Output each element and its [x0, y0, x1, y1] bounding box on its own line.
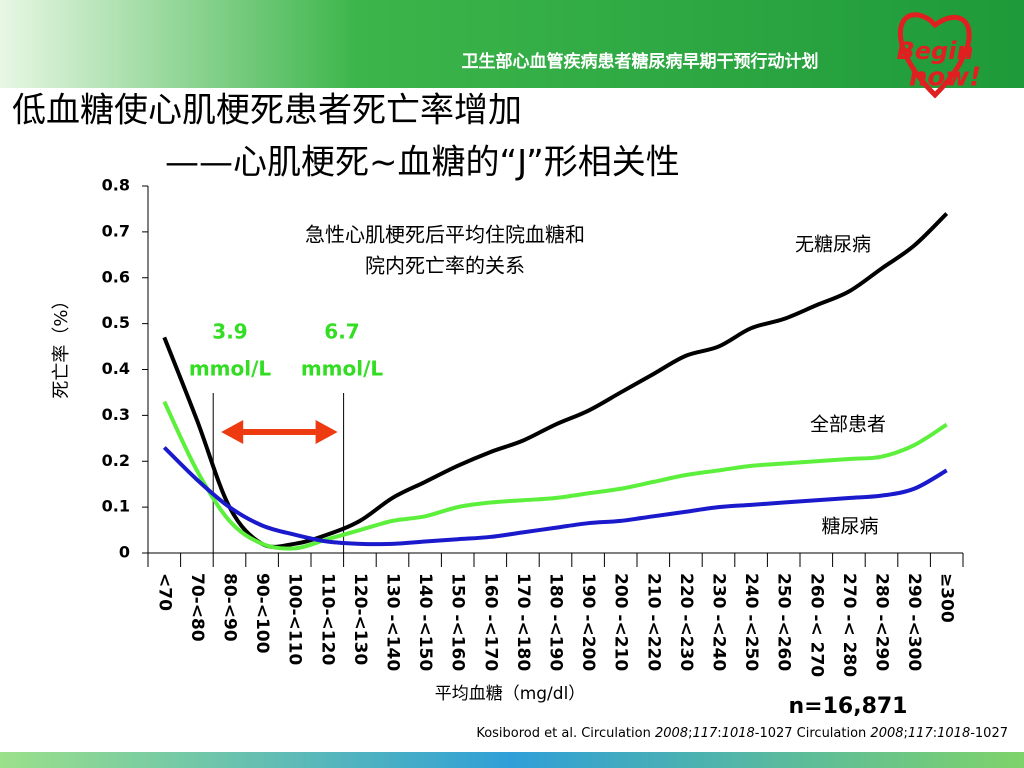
x-tick-label: 260 -< 270: [806, 573, 826, 677]
x-tick-label: <70: [154, 573, 174, 611]
y-tick-label: 0.5: [102, 313, 130, 332]
footer-band: [0, 752, 1024, 768]
citation-part: :: [717, 726, 721, 741]
range-arrow-head: [315, 420, 338, 444]
x-tick-label: 130 -<140: [383, 573, 403, 671]
x-tick-label: 120-<130: [350, 573, 370, 665]
series-label: 糖尿病: [821, 516, 878, 538]
x-tick-label: 190 -<200: [578, 573, 598, 671]
x-tick-label: 90-<100: [252, 573, 272, 654]
x-tick-label: 140 -<150: [415, 573, 435, 671]
citation-part: ;: [904, 726, 908, 741]
x-axis-label: 平均血糖（mg/dl）: [435, 684, 586, 704]
y-tick-label: 0.8: [102, 176, 130, 195]
annotation: 6.7: [324, 320, 359, 344]
x-tick-label: 210 -<220: [643, 573, 663, 671]
y-tick-label: 0.2: [102, 451, 130, 470]
y-tick-label: 0.7: [102, 221, 130, 240]
x-tick-label: 110-<120: [317, 573, 337, 665]
title: ——心肌梗死~血糖的“J”形相关性: [165, 143, 680, 183]
series-line: [162, 446, 948, 547]
annotation: mmol/L: [189, 357, 272, 381]
citation-part: 117: [692, 726, 718, 741]
citation-part: 117: [908, 726, 934, 741]
x-tick-label: 100-<110: [285, 573, 305, 665]
x-tick-label: 80-<90: [220, 573, 240, 642]
citation-part: 1018: [722, 726, 755, 741]
x-tick-label: 280 -<290: [872, 573, 892, 671]
range-arrow-head: [221, 420, 244, 444]
x-tick-label: ≥300: [937, 573, 957, 623]
x-tick-label: 200 -<210: [611, 573, 631, 671]
x-tick-label: 160 -<170: [480, 573, 500, 671]
x-tick-label: 70-<80: [187, 573, 207, 642]
y-tick-label: 0.6: [102, 267, 130, 286]
x-tick-label: 170 -<180: [513, 573, 533, 671]
y-tick-label: 0: [119, 543, 130, 562]
citation-part: 1018: [937, 726, 970, 741]
citation-part: Kosiborod et al. Circulation: [476, 726, 655, 741]
logo-heart: [897, 12, 972, 99]
x-tick-label: 150 -<160: [448, 573, 468, 671]
sample-size: n=16,871: [789, 694, 908, 719]
series-line: [162, 212, 949, 549]
x-tick-label: 250 -<260: [774, 573, 794, 671]
x-tick-label: 240 -<250: [741, 573, 761, 671]
citation-part: ;: [688, 726, 692, 741]
header-band: [0, 0, 1024, 88]
x-tick-label: 220 -<230: [676, 573, 696, 671]
x-tick-label: 290 -<300: [904, 573, 924, 671]
y-tick-label: 0.1: [102, 497, 130, 516]
logo-text: Begin: [896, 37, 973, 65]
annotation: mmol/L: [301, 357, 384, 381]
citation-part: 2008: [655, 726, 688, 741]
citation-part: :: [933, 726, 937, 741]
y-tick-label: 0.3: [102, 405, 130, 424]
citation: Kosiborod et al. Circulation 2008;117:10…: [476, 726, 1008, 741]
y-axis-label: 死亡率（%）: [51, 291, 72, 398]
x-tick-label: 230 -<240: [709, 573, 729, 671]
chart-subtitle: 院内死亡率的关系: [365, 254, 525, 278]
series-label: 无糖尿病: [795, 234, 871, 256]
series-label: 全部患者: [810, 414, 886, 436]
x-tick-label: 180 -<190: [546, 573, 566, 671]
citation-part: -1027: [970, 726, 1008, 741]
logo-text: now!: [909, 63, 981, 93]
annotation: 3.9: [212, 320, 247, 344]
series-line: [162, 400, 948, 551]
citation-part: 2008: [870, 726, 903, 741]
program-name: 卫生部心血管疾病患者糖尿病早期干预行动计划: [462, 51, 819, 72]
x-tick-label: 270 -< 280: [839, 573, 859, 677]
chart-subtitle: 急性心肌梗死后平均住院血糖和: [305, 223, 585, 247]
title: 低血糖使心肌梗死患者死亡率增加: [12, 91, 522, 131]
y-tick-label: 0.4: [102, 359, 130, 378]
citation-part: -1027 Circulation: [755, 726, 871, 741]
